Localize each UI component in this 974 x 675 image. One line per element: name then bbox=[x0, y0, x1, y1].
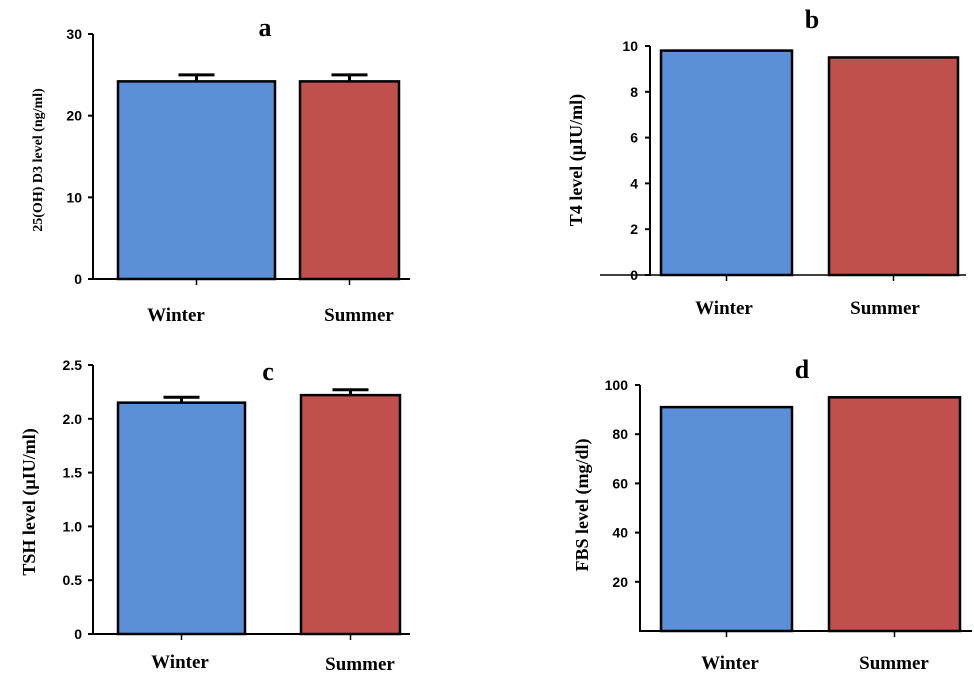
y-axis-label: FBS level (mg/dl) bbox=[572, 439, 593, 572]
y-tick-label: 4 bbox=[630, 175, 638, 191]
y-tick-label: 10 bbox=[622, 38, 638, 54]
y-tick-label: 1.5 bbox=[63, 465, 83, 481]
bar-winter bbox=[116, 80, 277, 281]
y-tick-label: 0.5 bbox=[63, 572, 83, 588]
y-tick-label: 0 bbox=[630, 267, 638, 283]
bar-winter bbox=[659, 405, 794, 633]
panel-letter: d bbox=[795, 355, 810, 384]
x-category-label: Winter bbox=[701, 653, 759, 674]
panel-letter: b bbox=[805, 5, 819, 34]
y-tick-label: 0 bbox=[74, 271, 82, 287]
y-tick-label: 30 bbox=[66, 26, 82, 42]
y-tick-label: 8 bbox=[630, 84, 638, 100]
y-tick-label: 1.0 bbox=[63, 518, 83, 534]
chart-panel-b: b T4 level (µIU/ml) 0 2 4 6 8 10 Winter Summer bbox=[566, 5, 966, 319]
y-axis-label: T4 level (µIU/ml) bbox=[566, 94, 587, 226]
x-category-label: Summer bbox=[859, 653, 929, 674]
bar-winter bbox=[659, 49, 794, 277]
x-category-label: Summer bbox=[325, 654, 395, 675]
x-category-label: Winter bbox=[695, 298, 753, 319]
y-tick-label: 20 bbox=[66, 108, 82, 124]
panel-letter: a bbox=[259, 13, 272, 42]
y-tick-label: 80 bbox=[612, 426, 628, 442]
chart-panel-a: a 25(OH) D3 level (ng/ml) 0 10 20 30 Winter Sum… bbox=[31, 13, 410, 326]
chart-panel-c: c TSH level (µIU/ml) 0 0.5 1.0 1.5 2.0 2.5 Winte… bbox=[19, 357, 410, 675]
y-tick-label: 40 bbox=[612, 525, 628, 541]
bar-summer bbox=[299, 393, 402, 636]
x-category-label: Summer bbox=[324, 305, 394, 326]
y-tick-label: 2.0 bbox=[63, 411, 83, 427]
x-category-label: Winter bbox=[147, 305, 205, 326]
y-axis-label: TSH level (µIU/ml) bbox=[19, 428, 40, 575]
y-tick-label: 10 bbox=[66, 189, 82, 205]
y-tick-label: 6 bbox=[630, 130, 638, 146]
bar-winter bbox=[116, 401, 247, 636]
y-tick-label: 100 bbox=[605, 377, 629, 393]
chart-panel-d: d FBS level (mg/dl) 20 40 60 80 100 Winter Summe… bbox=[572, 355, 972, 674]
y-tick-label: 2.5 bbox=[63, 357, 83, 373]
bar-summer bbox=[827, 56, 960, 277]
y-tick-label: 0 bbox=[74, 626, 82, 642]
y-tick-label: 60 bbox=[612, 475, 628, 491]
panel-letter: c bbox=[262, 357, 274, 386]
bar-summer bbox=[827, 396, 962, 633]
y-tick-label: 2 bbox=[630, 221, 638, 237]
bar-summer bbox=[298, 80, 401, 281]
y-tick-label: 20 bbox=[612, 574, 628, 590]
x-category-label: Summer bbox=[850, 298, 920, 319]
x-category-label: Winter bbox=[151, 652, 209, 673]
y-axis-label: 25(OH) D3 level (ng/ml) bbox=[31, 88, 46, 232]
